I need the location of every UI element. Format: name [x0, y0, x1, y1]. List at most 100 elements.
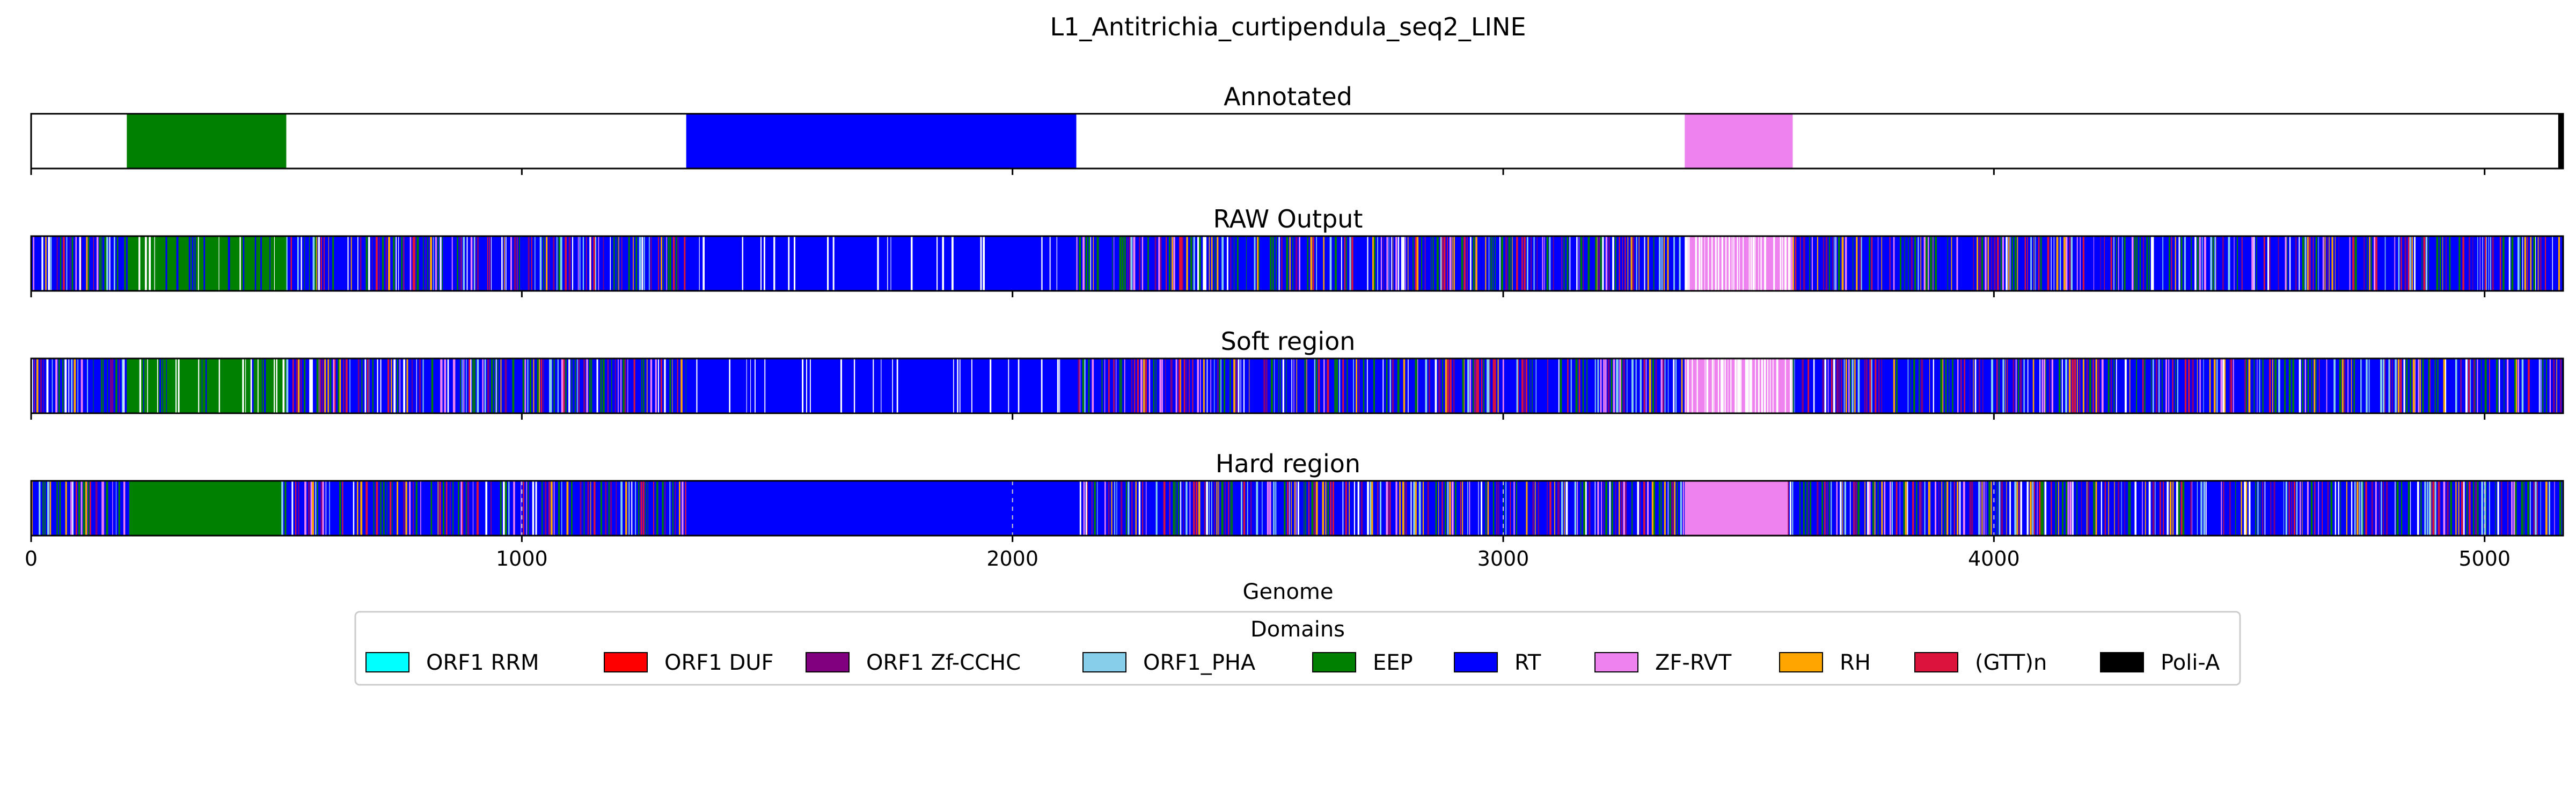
- stripe: [500, 481, 502, 536]
- stripe: [760, 358, 763, 413]
- stripe: [1651, 236, 1652, 291]
- stripe: [1004, 236, 1006, 291]
- stripe: [1332, 481, 1334, 536]
- stripe: [1265, 236, 1267, 291]
- stripe: [827, 358, 829, 413]
- stripe: [515, 481, 517, 536]
- stripe: [1167, 481, 1168, 536]
- stripe: [84, 236, 86, 291]
- stripe: [2119, 358, 2120, 413]
- stripe: [1257, 358, 1259, 413]
- stripe: [1358, 358, 1360, 413]
- stripe: [416, 236, 419, 291]
- stripe: [2382, 236, 2384, 291]
- stripe: [1612, 236, 1614, 291]
- stripe: [2224, 358, 2226, 413]
- stripe: [1538, 481, 1540, 536]
- stripe: [751, 236, 753, 291]
- stripe: [1283, 236, 1284, 291]
- stripe: [504, 236, 505, 291]
- stripe: [1372, 236, 1374, 291]
- stripe: [2358, 236, 2360, 291]
- stripe: [353, 481, 355, 536]
- stripe: [2134, 236, 2136, 291]
- stripe: [731, 236, 733, 291]
- stripe: [1391, 236, 1392, 291]
- stripe: [2477, 358, 2478, 413]
- stripe: [127, 358, 129, 413]
- stripe: [2214, 236, 2216, 291]
- stripe: [1067, 236, 1069, 291]
- stripe: [1360, 481, 1363, 536]
- panel-3: Hard region: [30, 449, 2564, 542]
- stripe: [463, 236, 465, 291]
- stripe: [233, 236, 236, 291]
- stripe: [1730, 358, 1732, 413]
- stripe: [2210, 236, 2212, 291]
- stripe: [773, 236, 775, 291]
- stripe: [36, 236, 38, 291]
- stripe: [1165, 358, 1166, 413]
- stripe: [594, 481, 596, 536]
- stripe: [2334, 481, 2336, 536]
- stripe: [447, 358, 449, 413]
- stripe: [1142, 481, 1144, 536]
- stripe: [1349, 481, 1350, 536]
- stripe: [2365, 481, 2367, 536]
- stripe: [1651, 481, 1654, 536]
- stripe: [2110, 236, 2112, 291]
- stripe: [654, 236, 655, 291]
- stripe: [1864, 236, 1867, 291]
- stripe: [948, 236, 950, 291]
- stripe: [2121, 481, 2122, 536]
- stripe: [1481, 236, 1483, 291]
- stripe: [1060, 236, 1063, 291]
- stripe: [1442, 358, 1443, 413]
- stripe: [103, 358, 104, 413]
- stripe: [342, 358, 345, 413]
- stripe: [1403, 358, 1406, 413]
- stripe: [1022, 236, 1025, 291]
- stripe: [158, 236, 160, 291]
- stripe: [2098, 481, 2101, 536]
- stripe: [1667, 236, 1669, 291]
- stripe: [1784, 236, 1787, 291]
- x-tick-label: 3000: [1477, 547, 1529, 570]
- stripe: [1840, 481, 1842, 536]
- stripe: [641, 236, 643, 291]
- panel-background: [31, 114, 2563, 169]
- stripe: [1334, 358, 1336, 413]
- stripe: [1869, 358, 1871, 413]
- stripe: [897, 236, 899, 291]
- stripe: [650, 236, 652, 291]
- stripe: [476, 481, 479, 536]
- stripe: [2010, 358, 2012, 413]
- stripe: [2296, 481, 2298, 536]
- stripe: [1284, 481, 1286, 536]
- stripe: [2490, 236, 2491, 291]
- stripe: [810, 236, 811, 291]
- stripe: [2519, 358, 2521, 413]
- stripe: [1477, 236, 1479, 291]
- stripe: [95, 358, 97, 413]
- stripe: [2375, 481, 2377, 536]
- stripe: [1419, 358, 1421, 413]
- stripe: [1483, 358, 1484, 413]
- stripe: [226, 358, 228, 413]
- stripe: [1330, 358, 1333, 413]
- stripe: [2044, 236, 2045, 291]
- stripe: [887, 236, 888, 291]
- stripe: [725, 358, 727, 413]
- stripe: [2138, 481, 2140, 536]
- stripe: [1148, 358, 1151, 413]
- stripe: [224, 236, 226, 291]
- stripe: [523, 481, 524, 536]
- stripe: [1915, 358, 1916, 413]
- stripe: [2426, 481, 2428, 536]
- stripe: [905, 358, 906, 413]
- stripe: [714, 358, 715, 413]
- stripe: [497, 358, 499, 413]
- stripe: [1108, 481, 1110, 536]
- stripe: [1209, 481, 1210, 536]
- stripe: [1508, 481, 1510, 536]
